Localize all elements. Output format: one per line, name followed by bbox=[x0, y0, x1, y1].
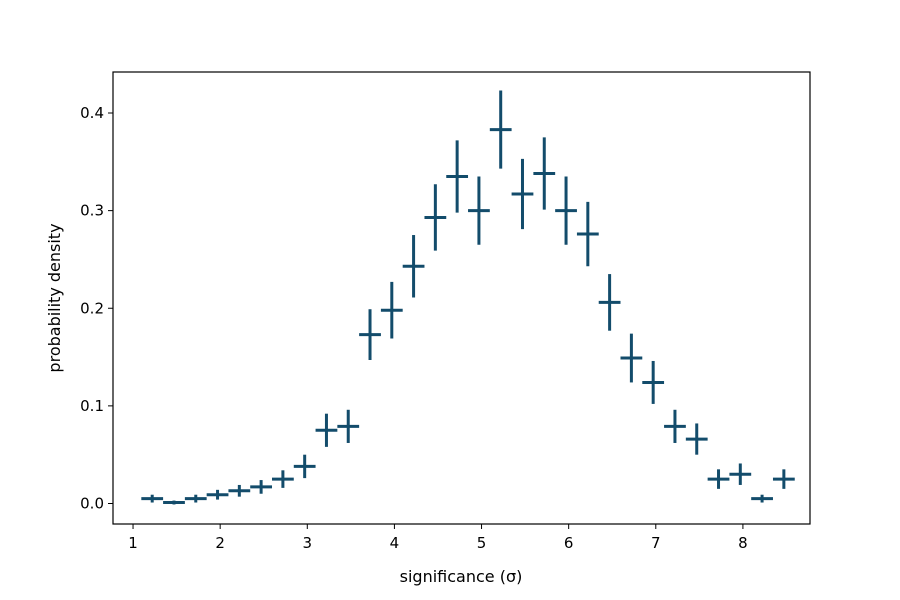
y-tick-label: 0.0 bbox=[80, 494, 104, 512]
data-point bbox=[315, 413, 338, 447]
x-tick-label: 5 bbox=[477, 534, 487, 552]
x-tick-label: 3 bbox=[303, 534, 313, 552]
y-tick-label: 0.1 bbox=[80, 397, 104, 415]
data-point bbox=[337, 409, 360, 443]
data-point bbox=[250, 480, 273, 494]
data-point bbox=[620, 333, 643, 383]
y-tick-label: 0.4 bbox=[80, 104, 104, 122]
data-point bbox=[446, 140, 469, 213]
x-tick-label: 7 bbox=[651, 534, 661, 552]
x-tick-label: 6 bbox=[564, 534, 574, 552]
data-point bbox=[468, 176, 490, 245]
data-point bbox=[576, 201, 599, 267]
data-marks bbox=[141, 90, 795, 505]
data-point bbox=[664, 409, 686, 443]
data-point bbox=[555, 176, 577, 245]
data-point bbox=[402, 235, 425, 298]
data-point bbox=[772, 469, 795, 489]
y-axis-label: probability density bbox=[45, 223, 64, 372]
data-point bbox=[598, 274, 621, 331]
data-point bbox=[272, 470, 294, 488]
data-point bbox=[380, 281, 403, 339]
y-axis-ticks: 0.0 0.1 0.2 0.3 0.4 bbox=[80, 104, 113, 512]
data-point bbox=[206, 489, 229, 500]
data-point bbox=[184, 494, 207, 503]
x-axis-label: significance (σ) bbox=[400, 567, 523, 586]
y-tick-label: 0.3 bbox=[80, 202, 104, 220]
data-point bbox=[511, 158, 534, 230]
data-point bbox=[228, 484, 251, 497]
y-tick-label: 0.2 bbox=[80, 299, 104, 317]
data-point bbox=[163, 500, 185, 505]
data-point bbox=[424, 184, 447, 251]
axes-frame bbox=[112, 71, 811, 525]
data-point bbox=[685, 423, 708, 455]
x-tick-label: 2 bbox=[215, 534, 225, 552]
x-tick-label: 1 bbox=[128, 534, 138, 552]
x-tick-label: 8 bbox=[738, 534, 748, 552]
data-point bbox=[729, 463, 752, 485]
data-point bbox=[751, 494, 773, 503]
data-point bbox=[359, 309, 381, 360]
x-axis-ticks: 1 2 3 4 5 6 7 8 bbox=[128, 524, 748, 552]
data-point bbox=[489, 90, 512, 169]
x-tick-label: 4 bbox=[390, 534, 400, 552]
data-point bbox=[141, 494, 164, 503]
data-point bbox=[293, 454, 316, 479]
data-point bbox=[642, 360, 665, 404]
data-point bbox=[707, 469, 730, 489]
data-point bbox=[533, 137, 556, 210]
